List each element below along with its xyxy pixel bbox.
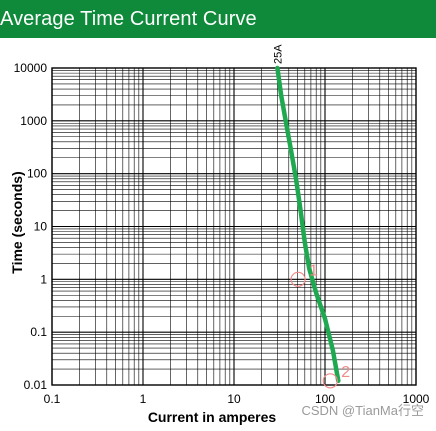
annotation-label: 2 [341, 364, 350, 381]
series-label: 25A [272, 44, 284, 64]
chart-title-bar: Average Time Current Curve [0, 0, 436, 38]
annotation-label: 1 [309, 262, 318, 279]
x-axis-label: Current in amperes [148, 409, 277, 425]
y-tick-label: 10 [34, 220, 48, 234]
plot-border [51, 67, 417, 386]
time-current-chart: 0.1 1 10 100 10000.010.1110100100010000Curre… [9, 44, 430, 425]
y-tick-label: 100 [27, 167, 47, 181]
annotation-circle [322, 373, 338, 389]
y-tick-label: 1000 [20, 114, 47, 128]
y-tick-label: 1 [40, 272, 47, 286]
series-line-25a [275, 65, 341, 384]
chart-title: Average Time Current Curve [0, 8, 257, 30]
x-tick-label: 0.1 [44, 392, 61, 406]
y-tick-label: 0.01 [24, 378, 48, 392]
x-tick-label: 10 [227, 392, 241, 406]
x-tick-label: 1 [140, 392, 147, 406]
annotation-circle [290, 271, 306, 287]
y-tick-label: 0.1 [30, 325, 47, 339]
watermark-text: CSDN @TianMa行空 [301, 403, 424, 418]
y-tick-label: 10000 [14, 61, 48, 75]
x-tick-label: 1000 [403, 392, 430, 406]
x-tick-label: 100 [315, 392, 335, 406]
y-axis-label: Time (seconds) [9, 171, 25, 273]
